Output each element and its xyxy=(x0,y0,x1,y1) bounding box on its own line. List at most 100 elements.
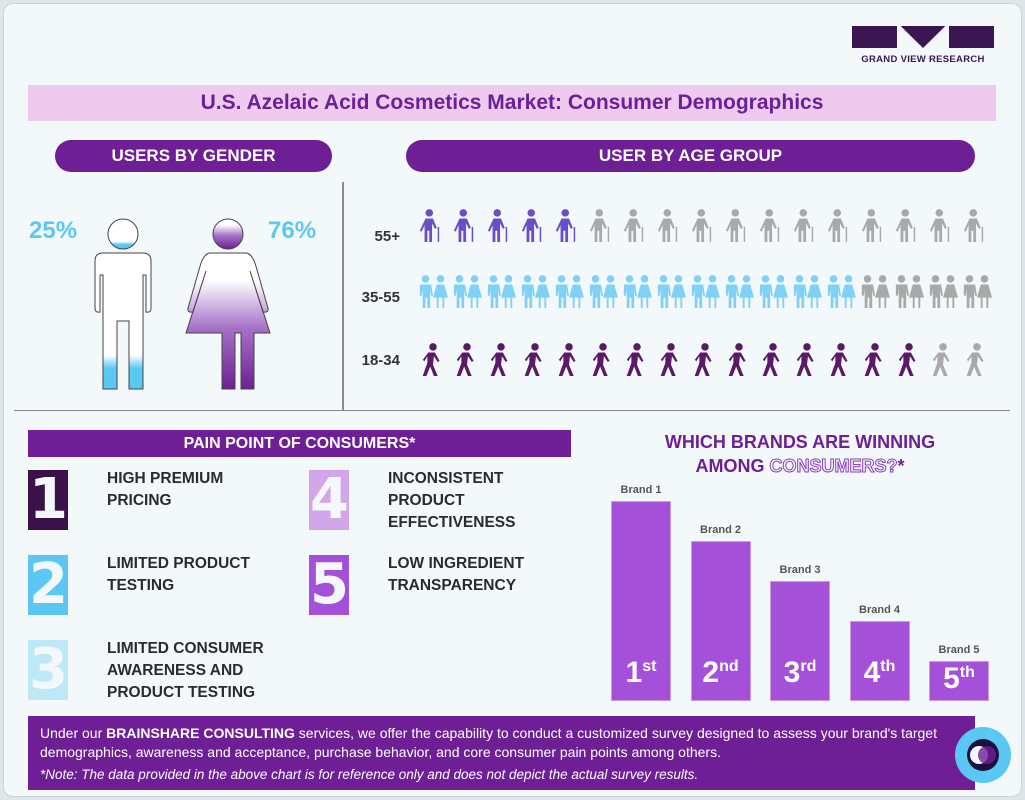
couple-icon xyxy=(861,275,890,308)
walking-person-icon xyxy=(898,343,916,376)
rank-number: 1 xyxy=(625,656,643,689)
elderly-person-icon xyxy=(759,209,780,242)
elderly-person-icon xyxy=(521,209,542,242)
walking-person-icon xyxy=(796,343,814,376)
section-divider-vertical xyxy=(342,182,344,410)
rank-suffix: nd xyxy=(719,658,739,675)
female-percentage: 76% xyxy=(268,217,317,244)
brainshare-consulting-icon[interactable] xyxy=(955,727,1011,783)
pain-point-text: LIMITED CONSUMER AWARENESS AND PRODUCT T… xyxy=(107,640,264,701)
pain-point-number-2: 2 xyxy=(28,555,68,615)
elderly-person-icon xyxy=(963,209,984,242)
brand-label: Brand 5 xyxy=(938,644,980,656)
couple-icon xyxy=(657,275,686,308)
walking-person-icon xyxy=(830,343,848,376)
section-divider-horizontal xyxy=(14,410,1010,411)
pain-point-number-3: 3 xyxy=(28,640,68,700)
walking-person-icon xyxy=(660,343,678,376)
gender-heading: USERS BY GENDER xyxy=(55,140,332,172)
elderly-person-icon xyxy=(487,209,508,242)
brand-bar: 3rd xyxy=(770,581,830,701)
brands-heading-line1: WHICH BRANDS ARE WINNING xyxy=(664,432,936,452)
walking-person-icon xyxy=(490,343,508,376)
walking-person-icon xyxy=(524,343,542,376)
age-row-35-55 xyxy=(418,262,992,322)
elderly-person-icon xyxy=(725,209,746,242)
brands-heading: WHICH BRANDS ARE WINNING AMONG CONSUMERS… xyxy=(620,430,980,478)
rank-suffix: st xyxy=(642,658,657,675)
couple-icon xyxy=(555,275,584,308)
female-figure-icon xyxy=(185,218,271,390)
pain-point-text: INCONSISTENT PRODUCT EFFECTIVENESS xyxy=(388,470,516,531)
age-row-55-plus xyxy=(418,196,992,256)
elderly-person-icon xyxy=(657,209,678,242)
brand-bar: 2nd xyxy=(690,541,751,701)
footer-note: *Note: The data provided in the above ch… xyxy=(40,767,699,782)
page-title: U.S. Azelaic Acid Cosmetics Market: Cons… xyxy=(28,85,996,121)
age-label-35-55: 35-55 xyxy=(361,289,400,306)
walking-person-icon xyxy=(592,343,610,376)
couple-icon xyxy=(929,275,958,308)
elderly-person-icon xyxy=(589,209,610,242)
couple-icon xyxy=(419,275,448,308)
elderly-person-icon xyxy=(691,209,712,242)
age-label-18-34: 18-34 xyxy=(361,352,400,369)
elderly-person-icon xyxy=(827,209,848,242)
couple-icon xyxy=(963,275,992,308)
footer-banner: Under our BRAINSHARE CONSULTING services… xyxy=(28,716,975,790)
walking-person-icon xyxy=(626,343,644,376)
pain-point-number-5: 5 xyxy=(309,555,349,615)
pain-points-heading: PAIN POINT OF CONSUMERS* xyxy=(28,430,571,457)
pain-point-text: HIGH PREMIUM PRICING xyxy=(107,470,224,509)
brands-heading-consumers: CONSUMERS? xyxy=(769,456,898,477)
brand-label: Brand 1 xyxy=(620,484,662,496)
brand-label: Brand 4 xyxy=(859,604,900,616)
walking-person-icon xyxy=(694,343,712,376)
grand-view-research-logo: GRAND VIEW RESEARCH xyxy=(852,26,995,65)
gender-figures xyxy=(94,218,271,390)
walking-person-icon xyxy=(932,343,950,376)
pain-point-text: LIMITED PRODUCT TESTING xyxy=(107,555,250,594)
pain-point-number-1: 1 xyxy=(28,470,68,530)
rank-suffix: rd xyxy=(800,658,817,675)
walking-person-icon xyxy=(762,343,780,376)
couple-icon xyxy=(895,275,924,308)
couple-icon xyxy=(691,275,720,308)
couple-icon xyxy=(589,275,618,308)
elderly-person-icon xyxy=(623,209,644,242)
brand-bar: 1st xyxy=(611,501,671,701)
age-row-18-34 xyxy=(418,330,992,390)
walking-person-icon xyxy=(864,343,882,376)
brand-label: Brand 2 xyxy=(700,524,741,536)
couple-icon xyxy=(487,275,516,308)
brands-heading-among: AMONG xyxy=(695,456,770,476)
brand-bar: 5th xyxy=(929,661,989,701)
elderly-person-icon xyxy=(895,209,916,242)
pain-point-number-4: 4 xyxy=(309,470,349,530)
male-figure-icon xyxy=(94,218,152,390)
elderly-person-icon xyxy=(419,209,440,242)
walking-person-icon xyxy=(422,343,440,376)
couple-icon xyxy=(453,275,482,308)
rank-number: 2 xyxy=(702,656,720,689)
couple-icon xyxy=(725,275,754,308)
elderly-person-icon xyxy=(555,209,576,242)
footer-text-pre: Under our xyxy=(40,725,107,741)
elderly-person-icon xyxy=(793,209,814,242)
rank-suffix: th xyxy=(959,664,975,681)
rank-number: 3 xyxy=(783,656,801,689)
rank-number: 4 xyxy=(863,656,881,689)
couple-icon xyxy=(827,275,856,308)
rank-suffix: th xyxy=(880,658,896,675)
age-label-55-plus: 55+ xyxy=(374,228,400,245)
footer-text-post: services, we offer the capability to con… xyxy=(40,725,937,760)
couple-icon xyxy=(521,275,550,308)
pain-point-text: LOW INGREDIENT TRANSPARENCY xyxy=(388,555,525,594)
brainshare-consulting-link[interactable]: BRAINSHARE CONSULTING xyxy=(106,725,295,741)
couple-icon xyxy=(623,275,652,308)
couple-icon xyxy=(793,275,822,308)
elderly-person-icon xyxy=(453,209,474,242)
brand-bar: 4th xyxy=(849,621,910,701)
rank-number: 5 xyxy=(943,662,960,695)
brand-label: Brand 3 xyxy=(779,564,821,576)
